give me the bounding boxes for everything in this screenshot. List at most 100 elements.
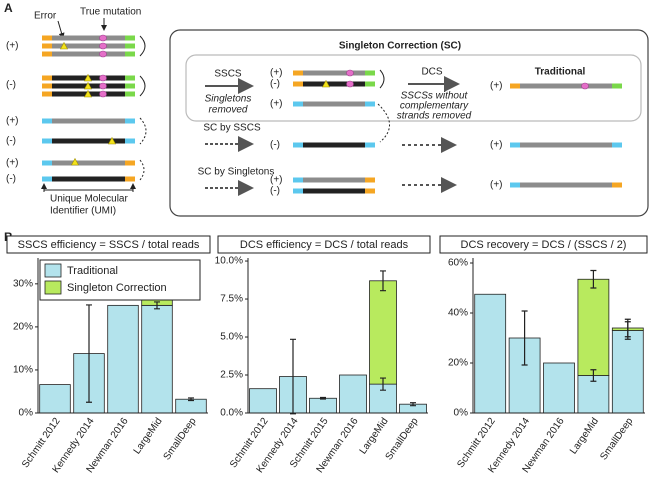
strand-label: (+) <box>490 140 503 151</box>
umi <box>365 70 375 76</box>
bar <box>369 280 397 385</box>
strand-label: (-) <box>270 140 280 151</box>
x-tick-label: LargeMid <box>132 416 165 456</box>
bar <box>39 384 71 414</box>
umi <box>612 142 622 148</box>
bar <box>339 374 367 414</box>
title-box <box>6 235 211 254</box>
y-tick-label: 20% <box>13 322 33 333</box>
x-tick-label: SmallDeep <box>598 416 635 463</box>
umi <box>42 43 52 49</box>
strand <box>52 43 125 49</box>
strand-label: (-) <box>270 79 280 90</box>
bar <box>141 304 173 414</box>
umi-bracket <box>43 186 134 191</box>
error-bar <box>521 310 528 366</box>
umi <box>510 83 520 89</box>
strand <box>52 138 125 144</box>
step-note: SSCSs without <box>401 91 469 102</box>
umi <box>612 83 622 89</box>
strand-label: (+) <box>490 180 503 191</box>
error-bar <box>320 396 326 400</box>
title-box <box>217 235 431 254</box>
legend-swatch <box>44 280 62 295</box>
bar <box>107 304 139 414</box>
strand <box>303 81 365 87</box>
strand <box>520 83 612 89</box>
mutation-label: True mutation <box>80 7 141 18</box>
pair-paren <box>139 35 146 57</box>
y-tick-label: 5.0% <box>220 332 243 343</box>
umi <box>293 142 303 148</box>
strand-label: (-) <box>6 136 16 147</box>
strand <box>303 177 365 183</box>
strand <box>303 188 365 194</box>
strand-label: (+) <box>6 158 19 169</box>
step-note: removed <box>209 105 248 116</box>
error-bar <box>590 269 597 289</box>
y-tick-label: 10% <box>13 365 33 376</box>
mutation <box>99 90 107 98</box>
link-curve <box>377 103 390 143</box>
y-tick-label: 0% <box>19 408 34 419</box>
error-bar <box>380 270 386 292</box>
umi <box>125 91 135 97</box>
pair-paren <box>379 69 385 89</box>
umi <box>42 35 52 41</box>
umi <box>125 35 135 41</box>
chart-title: DCS recovery = DCS / (SSCS / 2) <box>461 239 627 251</box>
umi <box>365 142 375 148</box>
umi <box>125 43 135 49</box>
umi <box>293 81 303 87</box>
error-bar <box>380 377 386 391</box>
umi <box>293 177 303 183</box>
legend <box>39 259 201 301</box>
bar <box>249 388 277 414</box>
umi <box>125 160 135 166</box>
y-tick-label: 60% <box>448 258 468 269</box>
error-bar <box>86 304 92 403</box>
error-bar <box>290 338 296 415</box>
strand-label: (+) <box>6 116 19 127</box>
strand <box>52 51 125 57</box>
umi <box>42 91 52 97</box>
legend-label: Traditional <box>67 265 118 277</box>
arrow <box>57 20 65 39</box>
mutation <box>99 42 107 50</box>
error <box>83 81 93 90</box>
strand-label: (+) <box>270 175 283 186</box>
umi <box>125 75 135 81</box>
umi <box>42 83 52 89</box>
strand <box>52 35 125 41</box>
error-bar <box>154 301 160 310</box>
y-tick-label: 20% <box>448 358 468 369</box>
strand-label: (+) <box>6 41 19 52</box>
umi <box>510 142 520 148</box>
y-tick-label: 2.5% <box>220 370 243 381</box>
mutation <box>581 82 589 90</box>
error-bar <box>590 369 597 382</box>
traditional-title: Traditional <box>535 67 586 78</box>
mutation <box>99 50 107 58</box>
error-label: Error <box>34 11 57 22</box>
bar <box>309 397 337 414</box>
umi <box>42 138 52 144</box>
mutation <box>99 74 107 82</box>
strand-label: (+) <box>270 68 283 79</box>
umi <box>510 182 520 188</box>
strand-label: (+) <box>490 81 503 92</box>
legend-label: Singleton Correction <box>67 282 167 294</box>
umi <box>293 101 303 107</box>
pair-paren <box>139 159 145 181</box>
pair-paren <box>139 117 147 145</box>
umi <box>365 177 375 183</box>
umi <box>125 51 135 57</box>
step-note: Singletons <box>205 94 252 105</box>
error-bar <box>410 402 416 407</box>
y-tick-label: 7.5% <box>220 294 243 305</box>
umi <box>365 101 375 107</box>
strand <box>52 176 125 182</box>
umi <box>125 83 135 89</box>
umi-label: Identifier (UMI) <box>50 206 116 217</box>
